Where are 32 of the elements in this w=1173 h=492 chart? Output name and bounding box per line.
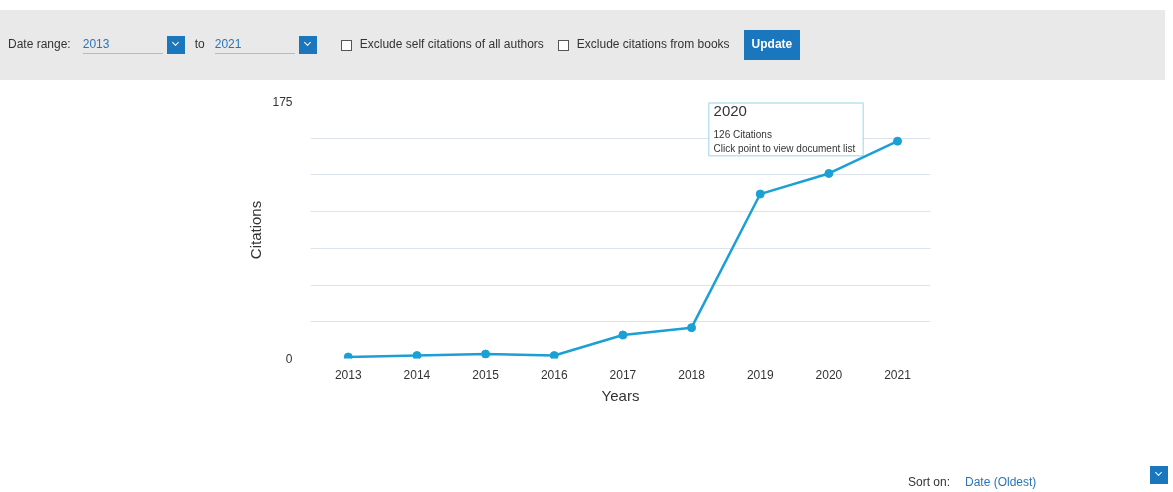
text: to [194,36,205,54]
annotation: 2020 126 Citations Click point to view document list [713,101,856,154]
point [893,136,903,146]
point [412,351,422,359]
x-tick-label: 2018 [678,367,706,382]
x-tick-label: 2021 [884,367,912,382]
text: 2013 [82,35,163,55]
point [481,349,491,359]
x-tick-label: 2013 [334,367,362,382]
point [549,351,559,359]
x-tick-label: 2019 [746,367,774,382]
y-tick-label: 175 [272,95,293,109]
point [824,168,834,178]
point [343,352,353,359]
text: Sort on: [908,474,951,491]
y-axis-title: Citations [247,200,265,260]
text: Date (Oldest) [965,474,1037,491]
x-tick-label: 2014 [403,367,431,382]
y-tick-label: 0 [285,352,293,366]
x-tick-label: 2017 [609,367,637,382]
text: Date range: [8,36,71,54]
point [618,330,628,340]
text: Exclude citations from books [576,36,730,54]
text: Exclude self citations of all authors [359,36,544,54]
x-tick-label: 2015 [472,367,500,382]
x-axis-title: Years [601,386,640,404]
text: Update [743,30,801,60]
point [755,189,765,199]
x-tick-label: 2016 [540,367,568,382]
text: 2021 [214,35,295,55]
point [687,323,697,333]
x-tick-label: 2020 [815,367,843,382]
